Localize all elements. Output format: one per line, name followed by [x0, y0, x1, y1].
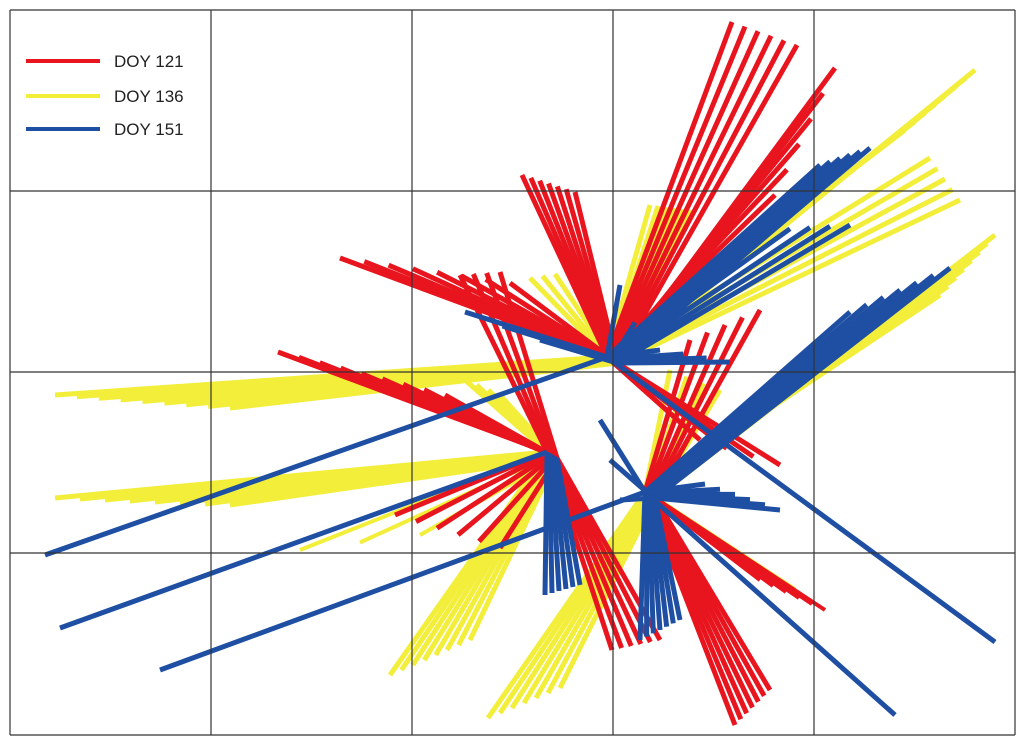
ray-doy136-47: [497, 491, 649, 715]
ray-doy151-194: [548, 454, 562, 592]
ray-doy121-107: [606, 25, 748, 360]
legend-label-doy-121: DOY 121: [114, 52, 184, 71]
ray-doy151-204: [597, 418, 648, 494]
ray-doy151-160: [643, 490, 897, 717]
ray-doy121-146: [477, 455, 557, 544]
ray-doy136-42: [433, 454, 555, 657]
legend-label-doy-136: DOY 136: [114, 87, 184, 106]
ray-doy151-171: [615, 222, 852, 366]
ray-doy136-46: [485, 490, 648, 720]
ray-doy121-108: [608, 30, 761, 361]
ray-doy151-178: [653, 266, 952, 500]
ray-doy136-8: [229, 360, 618, 411]
ray-doy151-192: [542, 451, 550, 596]
ray-doy121-121: [650, 316, 745, 498]
ray-doy136-41: [422, 453, 554, 662]
ray-doy121-106: [604, 21, 735, 358]
ray-layer: [44, 21, 997, 726]
ray-doy121-89: [508, 280, 619, 366]
ray-doy121-155: [497, 271, 560, 459]
ray-doy151-205: [608, 458, 652, 497]
ray-doy121-111: [614, 43, 800, 365]
ray-doy151-195: [550, 455, 569, 590]
ray-doy121-135: [652, 496, 773, 692]
ray-doy121-110: [612, 39, 787, 363]
ray-doy136-29: [615, 197, 962, 366]
ray-doy121-153: [471, 273, 553, 455]
ray-doy121-151: [615, 360, 782, 468]
ray-doy151-161: [605, 163, 822, 359]
ray-doy121-126: [550, 454, 644, 646]
ray-doy121-118: [642, 339, 693, 493]
ray-doy151-200: [539, 337, 618, 366]
ray-doy136-49: [521, 493, 653, 705]
ray-doy151-208: [610, 351, 684, 362]
ray-doy151-157: [59, 449, 548, 631]
ray-doy151-191: [652, 497, 683, 621]
ray-doy121-145: [456, 453, 555, 537]
ray-doy121-154: [484, 272, 557, 457]
ray-doy151-167: [605, 228, 772, 359]
ray-doy151-184: [654, 495, 781, 513]
ray-doy151-206: [619, 495, 656, 503]
ray-doy136-48: [509, 492, 651, 710]
ray-doy136-60: [540, 274, 612, 361]
ray-doy151-210: [616, 359, 731, 366]
ray-doy121-152: [457, 273, 550, 454]
ray-doy151-170: [613, 224, 832, 364]
legend-label-doy-151: DOY 151: [114, 120, 184, 139]
ray-doy151-196: [552, 456, 576, 588]
ray-doy151-168: [608, 226, 792, 361]
ray-doy151-159: [605, 354, 997, 645]
ray-doy121-143: [414, 450, 551, 524]
ray-doy121-109: [610, 34, 774, 362]
ray-doy151-169: [610, 225, 812, 363]
ray-doy151-193: [546, 453, 555, 594]
ray-doy121-141: [653, 496, 827, 612]
legend: DOY 121 DOY 136 DOY 151: [26, 52, 184, 139]
ray-doy151-197: [554, 457, 583, 586]
ray-doy151-207: [606, 347, 661, 360]
ray-doy136-45: [467, 456, 560, 642]
ray-doy121-144: [435, 452, 553, 531]
grid-lines: [9, 9, 1016, 736]
ray-doy151-156: [44, 354, 608, 558]
ray-doy121-127: [552, 455, 653, 644]
